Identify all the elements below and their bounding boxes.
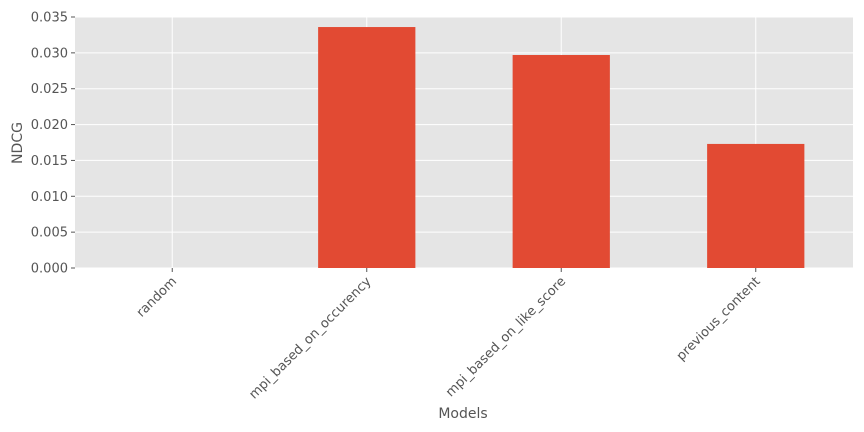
y-tick-label: 0.035 xyxy=(31,11,68,26)
x-tick-label: random xyxy=(134,274,180,320)
y-tick-label: 0.015 xyxy=(31,154,68,169)
y-axis-label: NDCG xyxy=(10,122,26,164)
y-tick-label: 0.005 xyxy=(31,226,68,241)
bar xyxy=(318,27,416,268)
y-tick-label: 0.000 xyxy=(31,262,68,277)
y-tick-label: 0.010 xyxy=(31,190,68,205)
y-tick-label: 0.020 xyxy=(31,118,68,133)
bar xyxy=(707,143,805,268)
x-tick-label: previous_content xyxy=(674,274,764,364)
x-tick-label: mpi_based_on_like_score xyxy=(443,274,569,400)
bar xyxy=(512,55,610,268)
x-axis-label: Models xyxy=(438,406,487,422)
x-tick-label: mpi_based_on_occurency xyxy=(247,274,375,402)
y-tick-label: 0.030 xyxy=(31,46,68,61)
y-tick-label: 0.025 xyxy=(31,82,68,97)
